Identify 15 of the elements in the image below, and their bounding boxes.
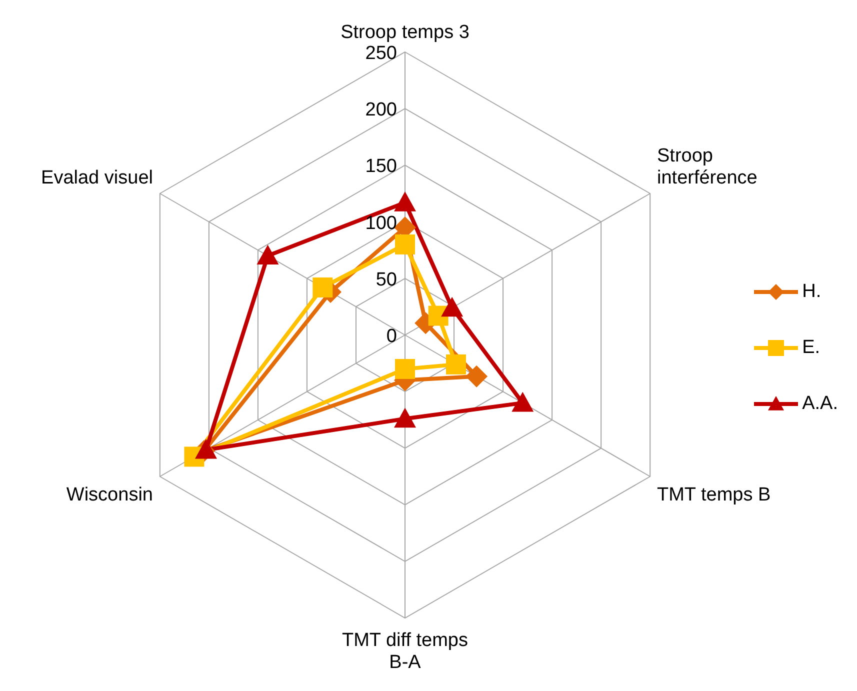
y-tick-label: 50 bbox=[376, 269, 397, 290]
legend-label: E. bbox=[802, 337, 820, 359]
y-tick-label: 250 bbox=[365, 43, 397, 64]
spoke-label: Stroop interférence bbox=[657, 146, 758, 188]
spoke-label: Stroop temps 3 bbox=[340, 22, 470, 43]
y-tick-label: 0 bbox=[386, 326, 397, 347]
spoke-label: Evalad visuel bbox=[41, 168, 153, 188]
y-tick-label: 150 bbox=[365, 156, 397, 178]
y-tick-label: 100 bbox=[365, 212, 397, 234]
spoke-label: TMT diff temps B-A bbox=[342, 630, 468, 673]
y-tick-label: 200 bbox=[365, 100, 397, 121]
spoke-label: TMT temps B bbox=[657, 484, 771, 506]
spoke-label: Wisconsin bbox=[66, 484, 153, 506]
legend-label: H. bbox=[802, 281, 822, 303]
legend-label: A.A. bbox=[802, 393, 838, 415]
